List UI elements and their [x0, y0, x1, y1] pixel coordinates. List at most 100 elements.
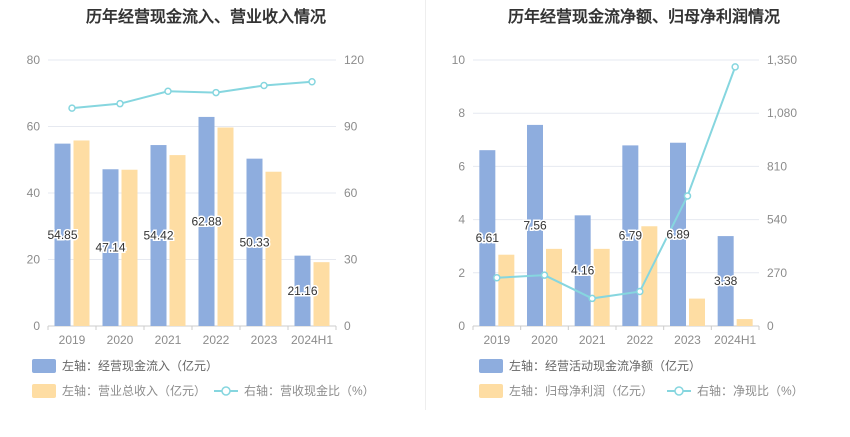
bar-data-label: 4.16 — [571, 264, 595, 278]
line-series — [71, 80, 313, 110]
right-axis-tick-label: 540 — [767, 213, 787, 227]
line-point — [540, 271, 549, 279]
bar-data-label: 21.16 — [287, 284, 317, 298]
legend-swatch-secondary — [32, 384, 56, 398]
line-series — [496, 66, 737, 300]
left-axis-tick-label: 20 — [27, 253, 41, 267]
panel-divider — [425, 0, 426, 410]
legend-label-secondary: 左轴：归母净利润（亿元） — [509, 383, 653, 398]
line-point — [731, 63, 739, 71]
bar-secondary — [641, 226, 658, 326]
legend-swatch-primary — [479, 359, 503, 373]
bar-data-label: 50.33 — [239, 235, 269, 249]
right-axis-tick-label: 0 — [767, 319, 774, 333]
chart-title: 历年经营现金流入、营业收入情况 — [86, 7, 326, 26]
bar-data-label: 6.61 — [476, 231, 500, 245]
bar-secondary — [736, 319, 753, 326]
x-axis-tick-label: 2020 — [531, 333, 558, 347]
right-axis-tick-label: 30 — [344, 253, 358, 267]
right-axis-tick-label: 1,350 — [767, 53, 797, 67]
bar-secondary — [217, 127, 234, 326]
x-axis-tick-label: 2020 — [107, 333, 134, 347]
line-point — [493, 273, 501, 282]
bar-data-label: 6.89 — [666, 227, 690, 241]
line-point — [116, 99, 124, 108]
chart-net-cashflow-profit: 历年经营现金流净额、归母净利润情况024681002705408101,0801… — [452, 7, 804, 398]
chart-title: 历年经营现金流净额、归母净利润情况 — [508, 7, 780, 26]
x-axis-tick-label: 2023 — [674, 333, 701, 347]
x-axis-tick-label: 2019 — [59, 333, 86, 347]
bar-data-label: 47.14 — [95, 241, 125, 255]
right-axis-tick-label: 120 — [344, 53, 364, 67]
bar-primary — [54, 143, 71, 326]
bar-data-label: 3.38 — [714, 274, 738, 288]
line-point — [260, 81, 268, 90]
legend-swatch-primary — [32, 359, 56, 373]
left-axis-tick-label: 6 — [458, 159, 465, 173]
x-axis-tick-label: 2021 — [155, 333, 182, 347]
line-point — [164, 87, 172, 96]
bar-primary — [479, 150, 496, 326]
left-axis-tick-label: 80 — [27, 53, 41, 67]
bar-primary — [294, 255, 311, 326]
left-axis-tick-label: 2 — [458, 266, 465, 280]
x-axis-tick-label: 2023 — [251, 333, 278, 347]
legend-swatch-line-marker — [674, 386, 684, 396]
right-axis-tick-label: 1,080 — [767, 106, 797, 120]
bar-primary — [717, 236, 734, 326]
bar-secondary — [313, 262, 330, 326]
x-axis-tick-label: 2021 — [579, 333, 606, 347]
bar-primary — [102, 169, 119, 326]
left-axis-tick-label: 8 — [458, 106, 465, 120]
bar-secondary — [593, 248, 610, 326]
right-axis-tick-label: 810 — [767, 159, 787, 173]
legend-swatch-line-marker — [221, 386, 231, 396]
bar-data-label: 54.42 — [143, 229, 173, 243]
bar-secondary — [73, 140, 90, 326]
bar-primary — [670, 142, 686, 326]
x-axis-tick-label: 2019 — [483, 333, 510, 347]
line-point — [683, 192, 692, 200]
legend-label-line: 右轴：净现比（%） — [697, 383, 804, 398]
bar-secondary — [169, 155, 186, 326]
bar-secondary — [689, 298, 705, 326]
line-point — [308, 77, 316, 86]
line-point — [68, 104, 76, 112]
bar-secondary — [546, 248, 562, 326]
right-axis-tick-label: 60 — [344, 186, 358, 200]
left-axis-tick-label: 60 — [27, 120, 41, 134]
bar-primary — [574, 215, 591, 326]
legend-swatch-secondary — [479, 384, 503, 398]
left-axis-tick-label: 0 — [33, 319, 40, 333]
legend-label-secondary: 左轴：营业总收入（亿元） — [62, 383, 206, 398]
legend-label-primary: 左轴：经营活动现金流净额（亿元） — [509, 358, 701, 373]
legend-label-primary: 左轴：经营现金流入（亿元） — [62, 358, 218, 373]
bar-primary — [150, 145, 167, 326]
bar-data-label: 62.88 — [191, 214, 221, 228]
x-axis-tick-label: 2022 — [203, 333, 230, 347]
x-axis-tick-label: 2024H1 — [291, 333, 333, 347]
x-axis-tick-label: 2022 — [626, 333, 653, 347]
right-axis-tick-label: 90 — [344, 120, 358, 134]
line-point — [636, 287, 644, 296]
right-axis-tick-label: 270 — [767, 266, 787, 280]
bar-secondary — [498, 254, 515, 326]
left-axis-tick-label: 4 — [458, 213, 465, 227]
bar-primary — [198, 116, 215, 326]
bar-secondary — [121, 169, 138, 326]
x-axis-tick-label: 2024H1 — [714, 333, 756, 347]
line-point — [588, 294, 596, 303]
right-axis-tick-label: 0 — [344, 319, 351, 333]
bar-primary — [246, 158, 263, 326]
left-axis-tick-label: 0 — [458, 319, 465, 333]
bar-primary — [622, 145, 639, 326]
left-axis-tick-label: 10 — [452, 53, 466, 67]
bar-data-label: 6.79 — [619, 229, 643, 243]
legend-label-line: 右轴：营收现金比（%） — [244, 383, 375, 398]
chart-cash-inflow-revenue: 历年经营现金流入、营业收入情况 0 20 40 60 80 0 30 60 90 120 2019 20… — [27, 7, 375, 398]
bar-data-label: 7.56 — [523, 218, 547, 232]
bar-data-label: 54.85 — [47, 228, 77, 242]
left-axis-tick-label: 40 — [27, 186, 41, 200]
bar-secondary — [265, 171, 282, 326]
line-point — [212, 88, 220, 97]
